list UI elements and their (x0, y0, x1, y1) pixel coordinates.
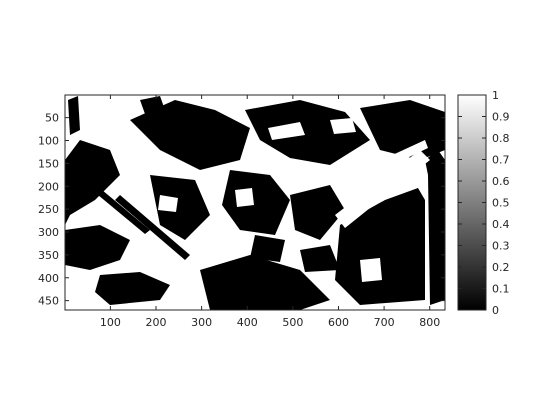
y-tick-label: 250 (38, 203, 59, 216)
image-dark-fragment (210, 280, 250, 308)
axes-frame (64, 94, 446, 311)
y-tick-label: 300 (38, 226, 59, 239)
image-dark-region (425, 150, 445, 305)
colorbar-tick-label: 0.5 (492, 197, 510, 210)
colorbar-tick-label: 0.4 (492, 218, 510, 231)
colorbar-tick-label: 0.9 (492, 111, 510, 124)
colorbar-tick-label: 0.6 (492, 175, 510, 188)
y-tick-label: 350 (38, 249, 59, 262)
image-dark-region (222, 170, 290, 235)
colorbar-tick-label: 0.2 (492, 261, 510, 274)
y-tick-label: 450 (38, 295, 59, 308)
x-tick-label: 400 (237, 316, 258, 329)
x-tick-label: 700 (374, 316, 395, 329)
y-tick-label: 100 (38, 135, 59, 148)
image-light-fragment (268, 122, 305, 140)
y-tick-label: 400 (38, 272, 59, 285)
image-dark-fragment (115, 195, 190, 260)
y-tick-label: 150 (38, 157, 59, 170)
x-tick-label: 200 (146, 316, 167, 329)
image-dark-fragment (140, 96, 165, 114)
image-light-fragment (235, 188, 254, 207)
image-dark-fragment (86, 180, 150, 234)
colorbar-tick-label: 1 (492, 89, 499, 102)
y-axis: 50 100 150 200 250 300 350 400 450 (38, 112, 445, 308)
colorbar-tick-label: 0 (492, 304, 499, 317)
colorbar-axis: 0 0.1 0.2 0.3 0.4 0.5 0.6 0.7 0.8 0.9 1 (458, 89, 510, 317)
image-dark-region (65, 225, 130, 270)
image-light-region (360, 140, 428, 178)
x-tick-label: 600 (328, 316, 349, 329)
image-dark-fragment (380, 245, 415, 285)
colorbar-tick-label: 0.3 (492, 240, 510, 253)
image-dark-region (150, 175, 210, 240)
image-dark-fragment (300, 245, 340, 272)
x-axis: 100 200 300 400 500 600 700 800 (100, 95, 440, 329)
x-tick-label: 300 (191, 316, 212, 329)
image-dark-region (245, 100, 370, 165)
colorbar-tick-label: 0.7 (492, 154, 510, 167)
image-dark-fragment (250, 235, 285, 262)
image-light-region (335, 150, 430, 228)
image-light-fragment (330, 118, 356, 134)
image-dark-fragment (68, 96, 80, 135)
x-tick-label: 500 (282, 316, 303, 329)
y-tick-label: 50 (45, 112, 59, 125)
image-dark-region (95, 272, 170, 305)
image-dark-fragment (175, 125, 215, 155)
x-tick-label: 100 (100, 316, 121, 329)
y-tick-label: 200 (38, 180, 59, 193)
image-dark-region (290, 185, 345, 240)
heatmap-image (65, 95, 445, 310)
image-light-fragment (158, 195, 178, 212)
colorbar-tick-label: 0.8 (492, 132, 510, 145)
colorbar (458, 95, 486, 310)
colorbar-tick-label: 0.1 (492, 283, 510, 296)
image-light-fragment (360, 258, 382, 282)
x-tick-label: 800 (419, 316, 440, 329)
